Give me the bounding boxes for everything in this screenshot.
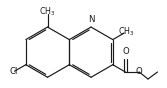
- Text: O: O: [136, 67, 143, 76]
- Text: O: O: [122, 47, 129, 56]
- Text: Cl: Cl: [9, 67, 18, 76]
- Text: CH$_3$: CH$_3$: [118, 26, 134, 38]
- Text: N: N: [88, 15, 94, 24]
- Text: CH$_3$: CH$_3$: [39, 6, 56, 18]
